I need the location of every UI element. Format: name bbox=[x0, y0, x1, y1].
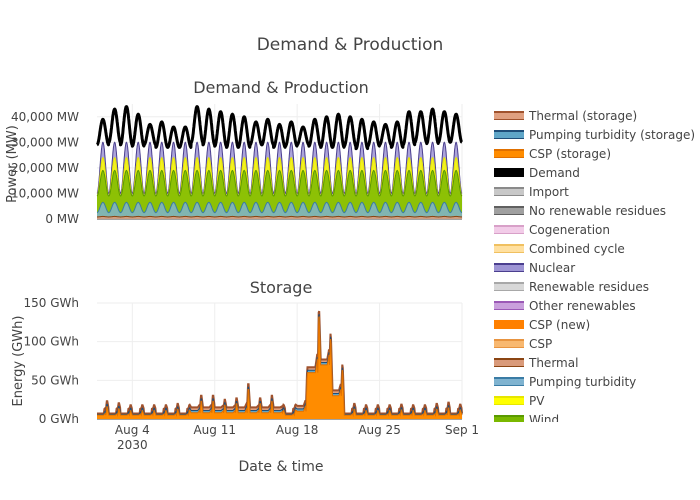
legend-swatch bbox=[494, 263, 524, 272]
legend-item[interactable]: Nuclear bbox=[494, 258, 694, 277]
power-y-tick-label: 10,000 MW bbox=[11, 186, 79, 200]
figure-title: Demand & Production bbox=[257, 35, 444, 55]
legend-item[interactable]: Combined cycle bbox=[494, 239, 694, 258]
power-areas bbox=[95, 105, 464, 219]
legend-swatch bbox=[494, 168, 524, 177]
legend-label: Combined cycle bbox=[529, 241, 625, 256]
legend-swatch bbox=[494, 130, 524, 139]
legend-swatch bbox=[494, 225, 524, 234]
storage-y-tick-label: 100 GWh bbox=[24, 335, 80, 349]
storage-areas bbox=[97, 310, 463, 419]
storage-x-tick-label: Sep 1 bbox=[445, 423, 479, 437]
legend-item[interactable]: Thermal (storage) bbox=[494, 106, 694, 125]
legend-label: Pumping turbidity bbox=[529, 374, 637, 389]
legend-swatch bbox=[494, 187, 524, 196]
legend-item[interactable]: Other renewables bbox=[494, 296, 694, 315]
power-area-pumping-turbidity bbox=[97, 202, 462, 219]
legend-label: Wind bbox=[529, 412, 560, 423]
legend-label: Pumping turbidity (storage) bbox=[529, 127, 694, 142]
legend-label: Nuclear bbox=[529, 260, 576, 275]
legend-label: Renewable residues bbox=[529, 279, 649, 294]
storage-line-csp-storage bbox=[97, 316, 463, 418]
legend-swatch bbox=[494, 282, 524, 291]
storage-x-tick-label: Aug 11 bbox=[193, 423, 236, 437]
demand-line bbox=[95, 105, 464, 151]
x-axis-label: Date & time bbox=[239, 459, 324, 475]
power-y-tick-label: 30,000 MW bbox=[11, 135, 79, 149]
power-subplot: Demand & Production 0 MW 10,000 MW 20,000 … bbox=[5, 78, 464, 226]
legend-item[interactable]: Wind bbox=[494, 410, 694, 422]
legend-item[interactable]: PV bbox=[494, 391, 694, 410]
legend-label: Thermal bbox=[529, 355, 579, 370]
power-line-thermal bbox=[97, 215, 462, 218]
storage-y-tick-label: 50 GWh bbox=[31, 373, 79, 387]
power-y-tick-label: 0 MW bbox=[45, 212, 79, 226]
legend-swatch bbox=[494, 111, 524, 120]
power-line-wind bbox=[96, 169, 463, 197]
legend-label: CSP (new) bbox=[529, 317, 591, 332]
storage-x-tick-label: Aug 18 bbox=[276, 423, 319, 437]
storage-y-tick-label: 0 GWh bbox=[39, 412, 79, 426]
legend-item[interactable]: Cogeneration bbox=[494, 220, 694, 239]
legend-item[interactable]: Renewable residues bbox=[494, 277, 694, 296]
power-y-ticks: 0 MW 10,000 MW 20,000 MW 30,000 MW 40,000 MW bbox=[11, 110, 79, 226]
legend-label: Other renewables bbox=[529, 298, 636, 313]
storage-subplot-title: Storage bbox=[250, 278, 313, 297]
storage-x-tick-label: Aug 4 2030 bbox=[115, 423, 150, 452]
legend-item[interactable]: Pumping turbidity bbox=[494, 372, 694, 391]
legend-swatch bbox=[494, 301, 524, 310]
power-y-axis-label: Power (MW) bbox=[5, 125, 20, 203]
legend-item[interactable]: Import bbox=[494, 182, 694, 201]
legend-item[interactable]: CSP bbox=[494, 334, 694, 353]
power-y-tick-label: 40,000 MW bbox=[11, 110, 79, 124]
legend-swatch bbox=[494, 149, 524, 158]
legend-label: Demand bbox=[529, 165, 580, 180]
power-y-tick-label: 20,000 MW bbox=[11, 161, 79, 175]
legend-item[interactable]: Thermal bbox=[494, 353, 694, 372]
storage-x-tick-label: Aug 25 bbox=[358, 423, 401, 437]
legend-swatch bbox=[494, 358, 524, 367]
power-line-pv bbox=[96, 157, 463, 197]
legend-swatch bbox=[494, 396, 524, 405]
legend-label: Thermal (storage) bbox=[529, 108, 638, 123]
storage-line-pumping-turbidity-storage bbox=[97, 314, 463, 415]
storage-area-pumping-turbidity-storage bbox=[97, 314, 462, 419]
legend-label: Import bbox=[529, 184, 569, 199]
legend-label: Cogeneration bbox=[529, 222, 610, 237]
legend-swatch bbox=[494, 244, 524, 253]
legend-swatch bbox=[494, 206, 524, 215]
legend-item[interactable]: No renewable residues bbox=[494, 201, 694, 220]
storage-gridlines bbox=[97, 302, 463, 420]
storage-line-thermal-storage bbox=[97, 310, 463, 415]
legend-label: No renewable residues bbox=[529, 203, 666, 218]
legend-item[interactable]: Demand bbox=[494, 163, 694, 182]
power-line-nuclear bbox=[96, 141, 463, 195]
legend-item[interactable]: CSP (storage) bbox=[494, 144, 694, 163]
storage-x-ticks: Aug 4 2030 Aug 11 Aug 18 Aug 25 Sep 1 bbox=[115, 423, 479, 452]
chart-legend: Thermal (storage) Pumping turbidity (stor… bbox=[494, 106, 694, 422]
storage-y-tick-label: 150 GWh bbox=[24, 296, 80, 310]
power-line-pumping-turbidity bbox=[96, 201, 463, 214]
legend-swatch bbox=[494, 320, 524, 329]
storage-area-thermal-storage bbox=[97, 311, 462, 419]
legend-label: PV bbox=[529, 393, 545, 408]
storage-y-ticks: 0 GWh 50 GWh 100 GWh 150 GWh bbox=[24, 296, 80, 426]
legend-label: CSP bbox=[529, 336, 553, 351]
power-subplot-title: Demand & Production bbox=[193, 78, 369, 97]
storage-area-csp-storage bbox=[97, 316, 462, 419]
legend-swatch bbox=[494, 415, 524, 422]
legend-label: CSP (storage) bbox=[529, 146, 611, 161]
storage-y-axis-label: Energy (GWh) bbox=[11, 316, 26, 407]
legend-item[interactable]: CSP (new) bbox=[494, 315, 694, 334]
legend-swatch bbox=[494, 377, 524, 386]
legend-item[interactable]: Pumping turbidity (storage) bbox=[494, 125, 694, 144]
legend-swatch bbox=[494, 339, 524, 348]
